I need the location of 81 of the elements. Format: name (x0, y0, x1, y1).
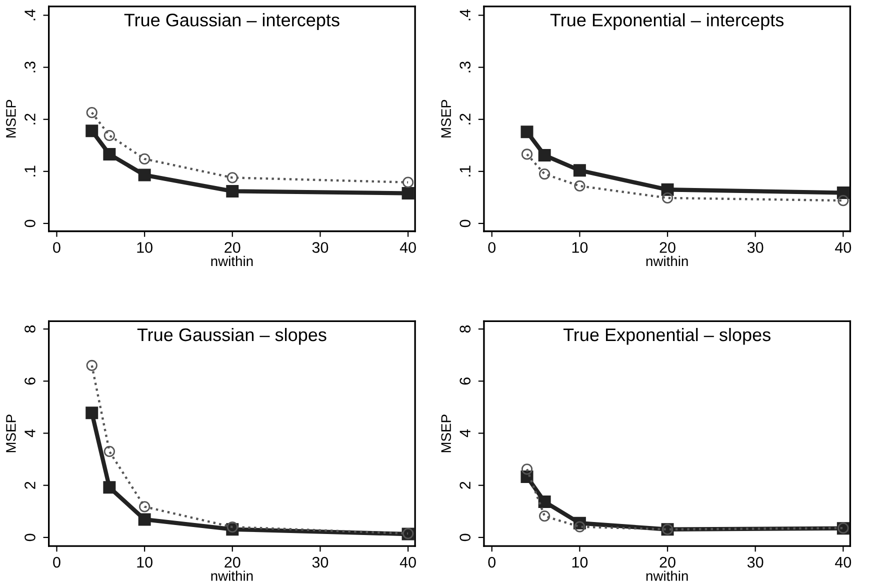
x-axis-title: nwithin (211, 570, 253, 581)
x-tick-label: 10 (572, 556, 588, 568)
chart-title: True Gaussian – intercepts (124, 13, 340, 30)
point (226, 521, 238, 533)
y-axis-title: MSEP (6, 100, 16, 138)
chart-title: True Exponential – slopes (563, 328, 770, 345)
point (838, 195, 849, 206)
point (104, 130, 115, 142)
point (520, 126, 534, 138)
point (574, 180, 586, 192)
point (226, 172, 238, 184)
chart-title: True Exponential – intercepts (550, 13, 784, 30)
point (539, 168, 550, 180)
y-tick-label: 2 (460, 482, 470, 489)
y-tick-label: 8 (24, 325, 36, 333)
y-tick-label: .1 (24, 166, 36, 176)
point (521, 148, 533, 160)
point (138, 168, 151, 182)
chart-title: True Gaussian – slopes (137, 328, 326, 345)
y-tick-label: .1 (460, 166, 470, 176)
x-tick-label: 40 (400, 242, 416, 253)
y-tick-label: .4 (460, 9, 470, 20)
x-tick-label: 30 (312, 242, 328, 253)
y-axis-title: MSEP (441, 100, 451, 138)
point (86, 107, 98, 118)
y-tick-label: .3 (460, 62, 471, 72)
x-tick-label: 20 (660, 242, 676, 253)
y-tick-label: .2 (460, 114, 470, 124)
y-tick-label: 8 (460, 325, 471, 333)
point (138, 513, 151, 526)
x-tick-label: 10 (137, 556, 152, 568)
point (104, 446, 115, 458)
point (86, 406, 98, 420)
y-tick-label: 0 (460, 220, 471, 228)
x-tick-label: 30 (747, 556, 764, 568)
point (139, 153, 150, 164)
x-tick-label: 40 (400, 556, 416, 568)
point (662, 192, 674, 204)
point (139, 501, 150, 512)
y-tick-label: 6 (24, 378, 36, 385)
point (574, 521, 586, 532)
point (86, 124, 98, 138)
y-tick-label: 0 (460, 534, 471, 542)
y-tick-label: 4 (24, 429, 36, 438)
x-tick-label: 20 (224, 242, 240, 253)
y-tick-label: 6 (460, 378, 471, 385)
x-tick-label: 10 (572, 242, 588, 253)
y-tick-label: .2 (24, 114, 36, 124)
x-tick-label: 0 (488, 556, 496, 568)
x-tick-label: 0 (53, 556, 60, 568)
point (103, 481, 116, 494)
point (402, 187, 414, 200)
x-axis-title: nwithin (646, 570, 688, 581)
point (103, 148, 116, 160)
point (538, 496, 551, 508)
y-axis-title: MSEP (6, 414, 16, 452)
point (521, 464, 533, 475)
point (86, 360, 98, 372)
y-tick-label: 2 (24, 482, 36, 489)
x-tick-label: 20 (660, 556, 676, 568)
x-tick-label: 30 (312, 556, 328, 568)
x-tick-label: 0 (488, 242, 496, 253)
point (539, 510, 550, 522)
x-axis-title: nwithin (211, 256, 253, 266)
x-axis-title: nwithin (646, 256, 688, 266)
y-tick-label: 0 (24, 220, 36, 228)
point (402, 176, 414, 188)
point (573, 164, 586, 177)
point (538, 149, 551, 162)
x-tick-label: 10 (137, 242, 152, 253)
x-tick-label: 30 (747, 242, 764, 253)
x-tick-label: 0 (53, 242, 60, 253)
x-tick-label: 40 (835, 556, 852, 568)
x-tick-label: 40 (835, 242, 852, 253)
y-tick-label: .4 (24, 9, 36, 20)
point (226, 184, 239, 198)
x-tick-label: 20 (224, 556, 240, 568)
y-axis-title: MSEP (441, 414, 451, 452)
y-tick-label: 0 (24, 534, 36, 542)
y-tick-label: .3 (24, 62, 36, 72)
y-tick-label: 4 (460, 429, 470, 438)
